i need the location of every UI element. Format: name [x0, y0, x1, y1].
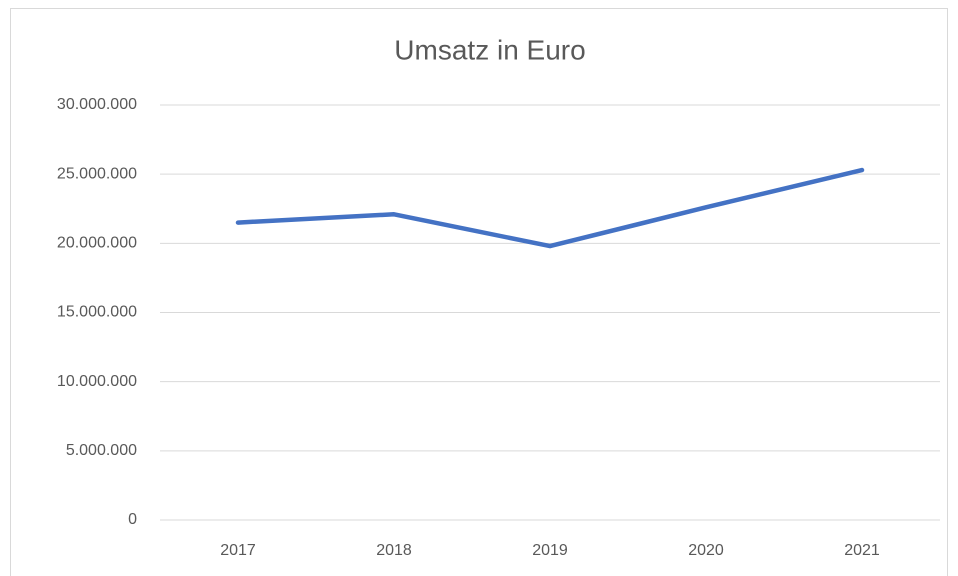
y-tick-label: 30.000.000 — [57, 96, 137, 113]
y-tick-label: 5.000.000 — [66, 442, 137, 459]
x-tick-label: 2020 — [688, 542, 724, 559]
line-series — [235, 167, 865, 249]
chart-title: Umsatz in Euro — [394, 34, 585, 65]
y-tick-label: 0 — [128, 511, 137, 528]
y-tick-label: 20.000.000 — [57, 235, 137, 252]
x-tick-label: 2021 — [844, 542, 880, 559]
y-tick-label: 25.000.000 — [57, 165, 137, 182]
x-tick-label: 2018 — [376, 542, 412, 559]
y-tick-label: 10.000.000 — [57, 373, 137, 390]
x-tick-label: 2017 — [220, 542, 256, 559]
x-tick-label: 2019 — [532, 542, 568, 559]
y-tick-label: 15.000.000 — [57, 304, 137, 321]
chart-border — [10, 8, 948, 576]
